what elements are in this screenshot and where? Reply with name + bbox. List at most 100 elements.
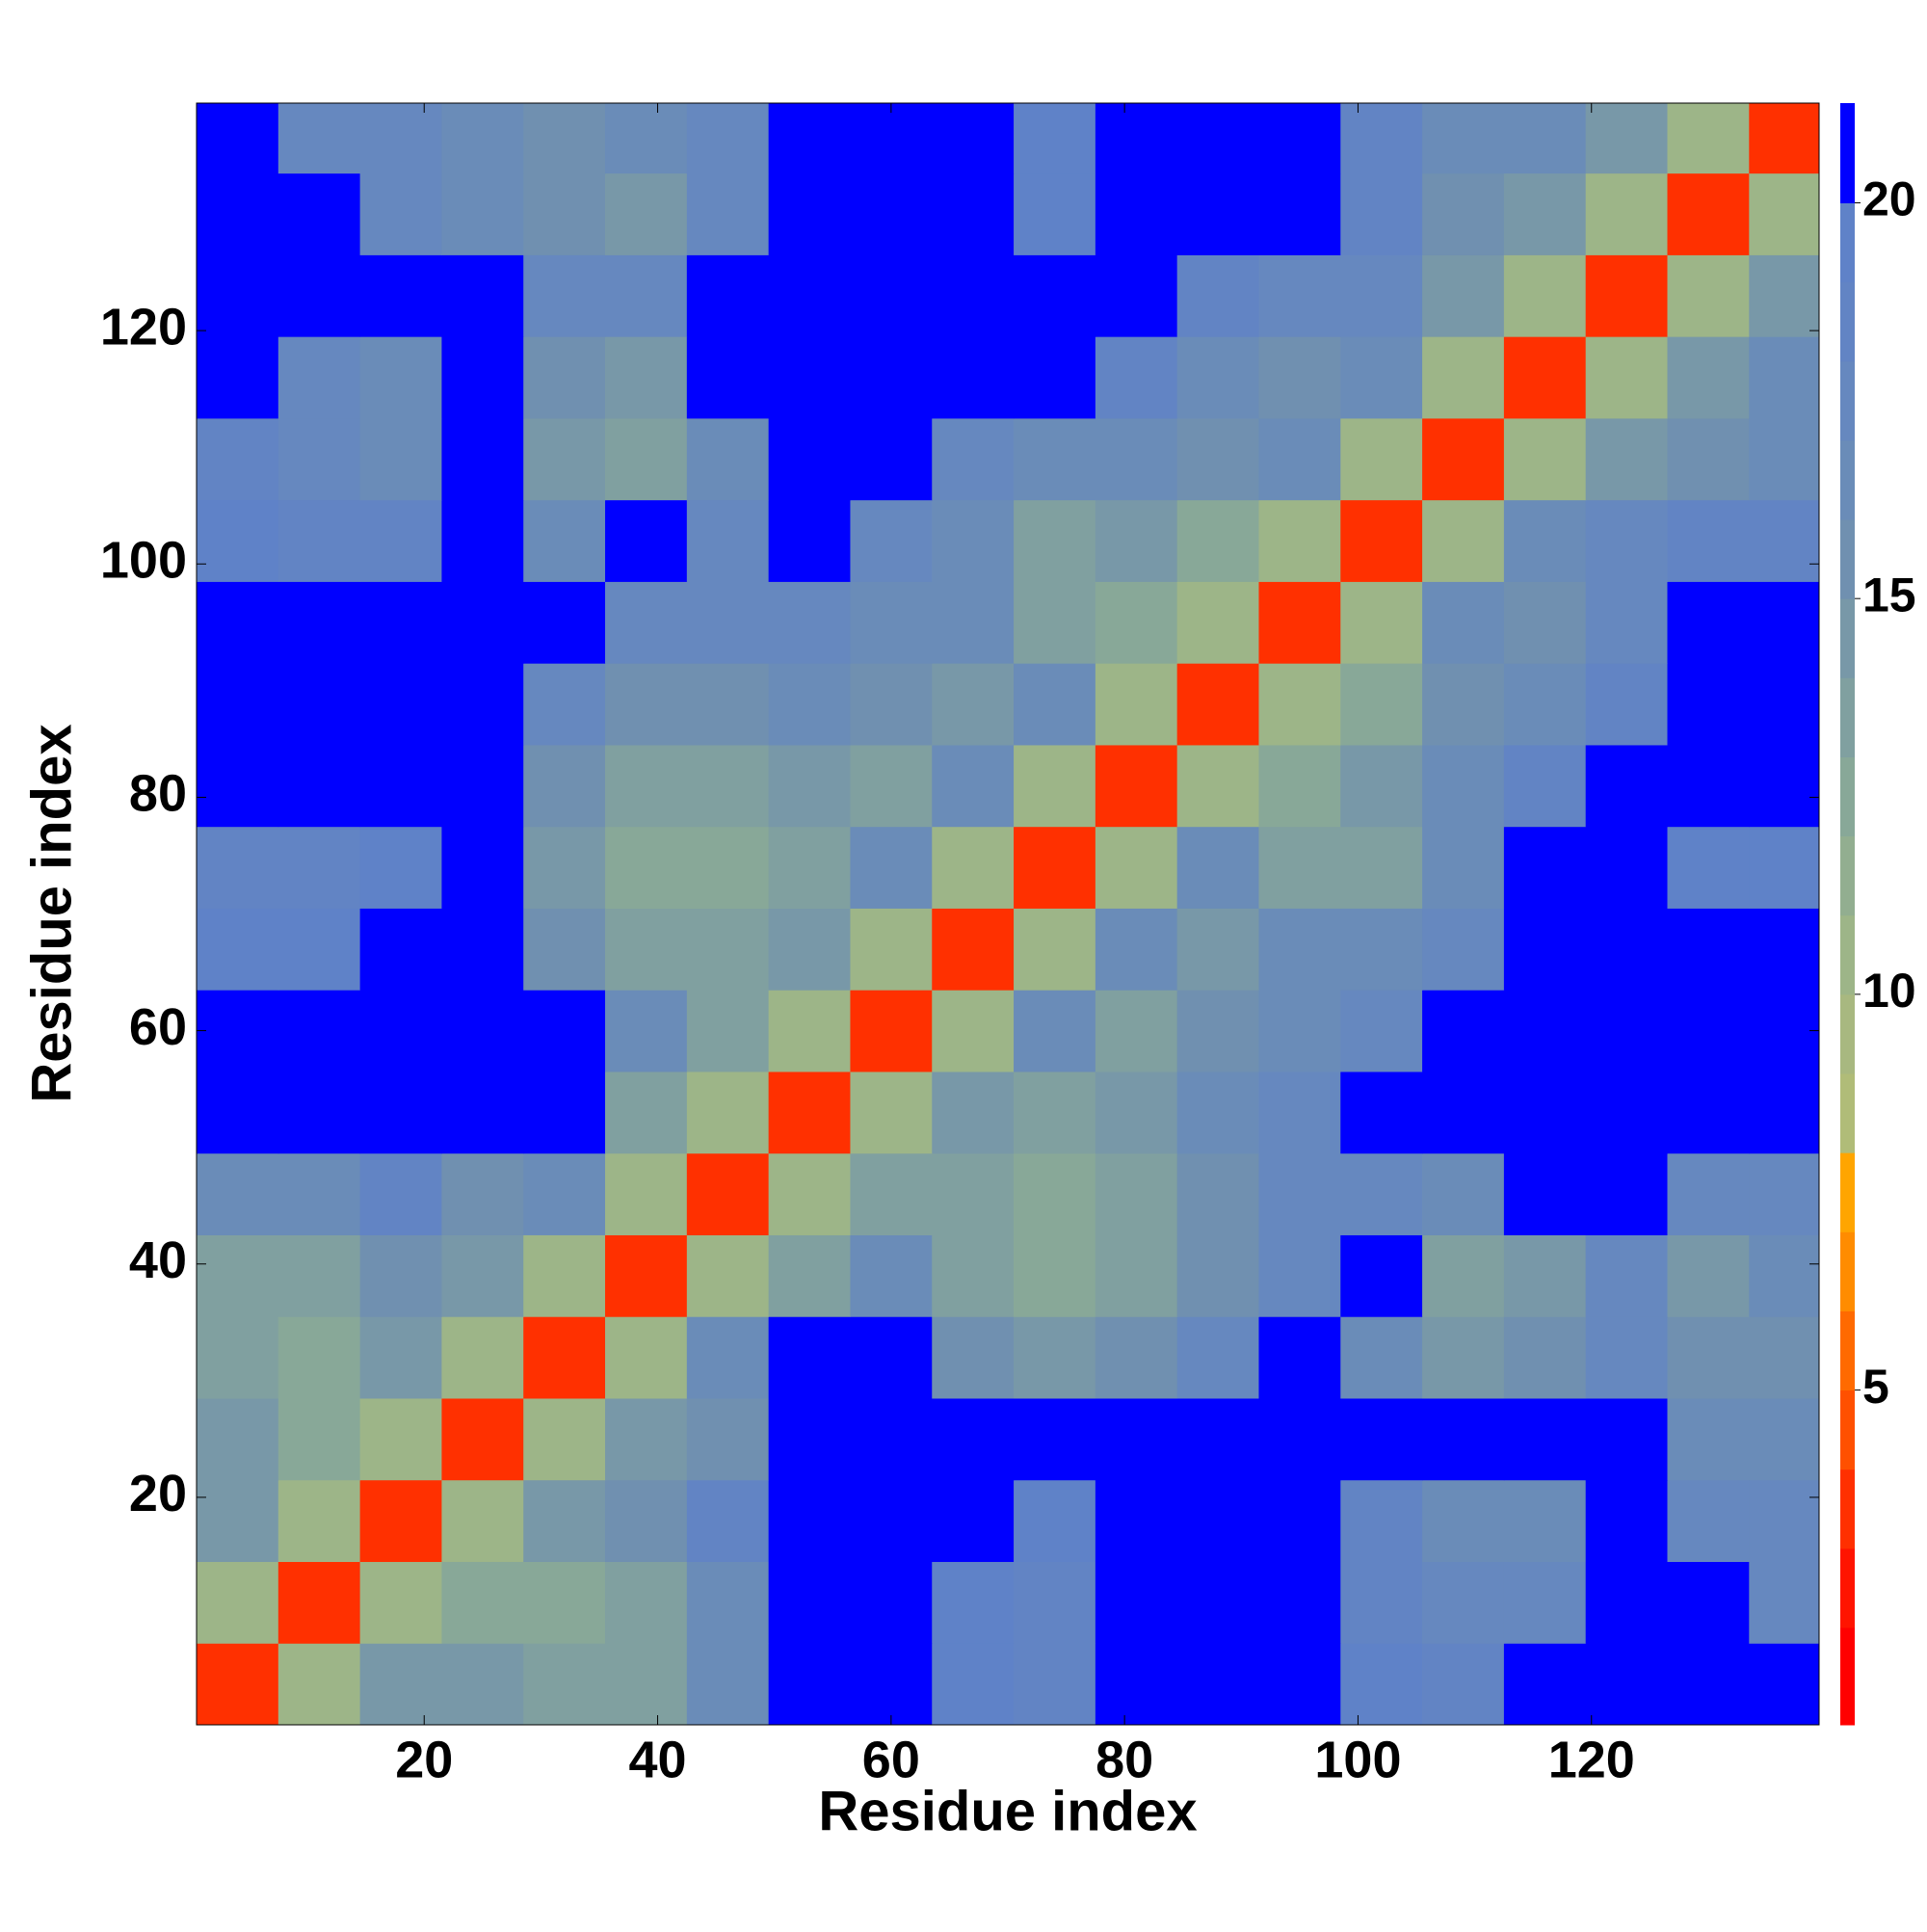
heatmap-cell: [1340, 663, 1423, 746]
heatmap-cell: [1667, 1316, 1750, 1399]
heatmap-cell: [850, 336, 933, 419]
heatmap-cell: [1095, 1561, 1178, 1644]
heatmap-cell: [1340, 254, 1423, 337]
heatmap-cell: [1176, 663, 1259, 746]
heatmap-cell: [277, 1479, 361, 1562]
heatmap-cell: [850, 663, 933, 746]
heatmap-cell: [1176, 744, 1259, 828]
heatmap-cell: [1667, 663, 1750, 746]
heatmap-cell: [1667, 581, 1750, 664]
heatmap-cell: [197, 826, 279, 909]
heatmap-cell: [605, 417, 688, 501]
heatmap-cell: [359, 499, 442, 582]
heatmap-cell: [441, 1316, 524, 1399]
heatmap-cell: [277, 908, 361, 991]
heatmap-cell: [1014, 1316, 1096, 1399]
heatmap-cell: [850, 254, 933, 337]
heatmap-cell: [359, 1316, 442, 1399]
heatmap-cell: [359, 826, 442, 909]
heatmap-cell: [1667, 1643, 1750, 1726]
heatmap-cell: [932, 172, 1015, 255]
heatmap-cell: [1258, 336, 1341, 419]
heatmap-cell: [932, 826, 1015, 909]
heatmap-cell: [359, 663, 442, 746]
heatmap-cell: [523, 663, 606, 746]
heatmap-cell: [932, 1479, 1015, 1562]
heatmap-cell: [932, 744, 1015, 828]
heatmap-cell: [441, 254, 524, 337]
heatmap-cell: [850, 1071, 933, 1154]
heatmap-cell: [1749, 663, 1820, 746]
heatmap-cell: [1667, 172, 1750, 255]
heatmap-cell: [1749, 172, 1820, 255]
colorbar-band: [1840, 1231, 1855, 1311]
heatmap-cell: [1503, 908, 1587, 991]
heatmap-cell: [850, 581, 933, 664]
heatmap-cell: [1258, 417, 1341, 501]
heatmap-cell: [605, 1561, 688, 1644]
heatmap-cell: [1503, 1316, 1587, 1399]
heatmap-cell: [1749, 581, 1820, 664]
colorbar-band: [1840, 281, 1855, 362]
heatmap-cell: [1503, 254, 1587, 337]
heatmap-cell: [197, 1397, 279, 1481]
heatmap-cell: [523, 1152, 606, 1235]
heatmap-cell: [523, 1479, 606, 1562]
heatmap-cell: [686, 1643, 770, 1726]
heatmap-cell: [1585, 1561, 1669, 1644]
heatmap-cell: [277, 1561, 361, 1644]
heatmap-cell: [1340, 1561, 1423, 1644]
heatmap-cell: [1176, 417, 1259, 501]
heatmap-cell: [1503, 581, 1587, 664]
heatmap-cell: [441, 1561, 524, 1644]
heatmap-cell: [359, 1479, 442, 1562]
heatmap-cell: [1340, 908, 1423, 991]
heatmap-cell: [1014, 172, 1096, 255]
heatmap-cell: [932, 1643, 1015, 1726]
heatmap-cell: [1258, 254, 1341, 337]
heatmap-cell: [1422, 103, 1505, 174]
heatmap-cell: [1014, 663, 1096, 746]
heatmap-cell: [523, 581, 606, 664]
heatmap-cell: [850, 990, 933, 1072]
heatmap-cell: [1340, 103, 1423, 174]
heatmap-cell: [277, 663, 361, 746]
heatmap-cell: [277, 990, 361, 1072]
heatmap-cell: [686, 336, 770, 419]
y-axis-title: Residue index: [20, 724, 83, 1102]
colorbar-band: [1840, 1152, 1855, 1232]
heatmap-cell: [850, 1316, 933, 1399]
heatmap-cell: [1585, 1643, 1669, 1726]
heatmap-cell: [932, 663, 1015, 746]
heatmap-cell: [1585, 1479, 1669, 1562]
heatmap-cell: [1585, 990, 1669, 1072]
heatmap-cell: [523, 908, 606, 991]
heatmap-cell: [1258, 1397, 1341, 1481]
heatmap-cell: [1667, 254, 1750, 337]
colorbar-band: [1840, 519, 1855, 599]
heatmap-cell: [1585, 1071, 1669, 1154]
heatmap-cell: [441, 581, 524, 664]
heatmap-cell: [523, 417, 606, 501]
heatmap-cell: [1176, 103, 1259, 174]
heatmap-cell: [1585, 417, 1669, 501]
heatmap-cell: [1176, 826, 1259, 909]
heatmap-cell: [1749, 1152, 1820, 1235]
heatmap-cell: [1585, 172, 1669, 255]
heatmap-cell: [523, 744, 606, 828]
heatmap-cell: [768, 1397, 851, 1481]
colorbar-tick-label: 15: [1862, 568, 1916, 622]
heatmap-cell: [686, 581, 770, 664]
heatmap-cell: [1749, 744, 1820, 828]
heatmap-cell: [1095, 663, 1178, 746]
heatmap-cell: [359, 1643, 442, 1726]
heatmap-cell: [850, 1479, 933, 1562]
heatmap-cell: [605, 1316, 688, 1399]
heatmap-cell: [850, 1397, 933, 1481]
heatmap-cell: [1503, 1071, 1587, 1154]
heatmap-cell: [768, 103, 851, 174]
heatmap-cell: [768, 744, 851, 828]
heatmap-cell: [1503, 744, 1587, 828]
heatmap-cell: [1258, 744, 1341, 828]
heatmap-cell: [1014, 908, 1096, 991]
